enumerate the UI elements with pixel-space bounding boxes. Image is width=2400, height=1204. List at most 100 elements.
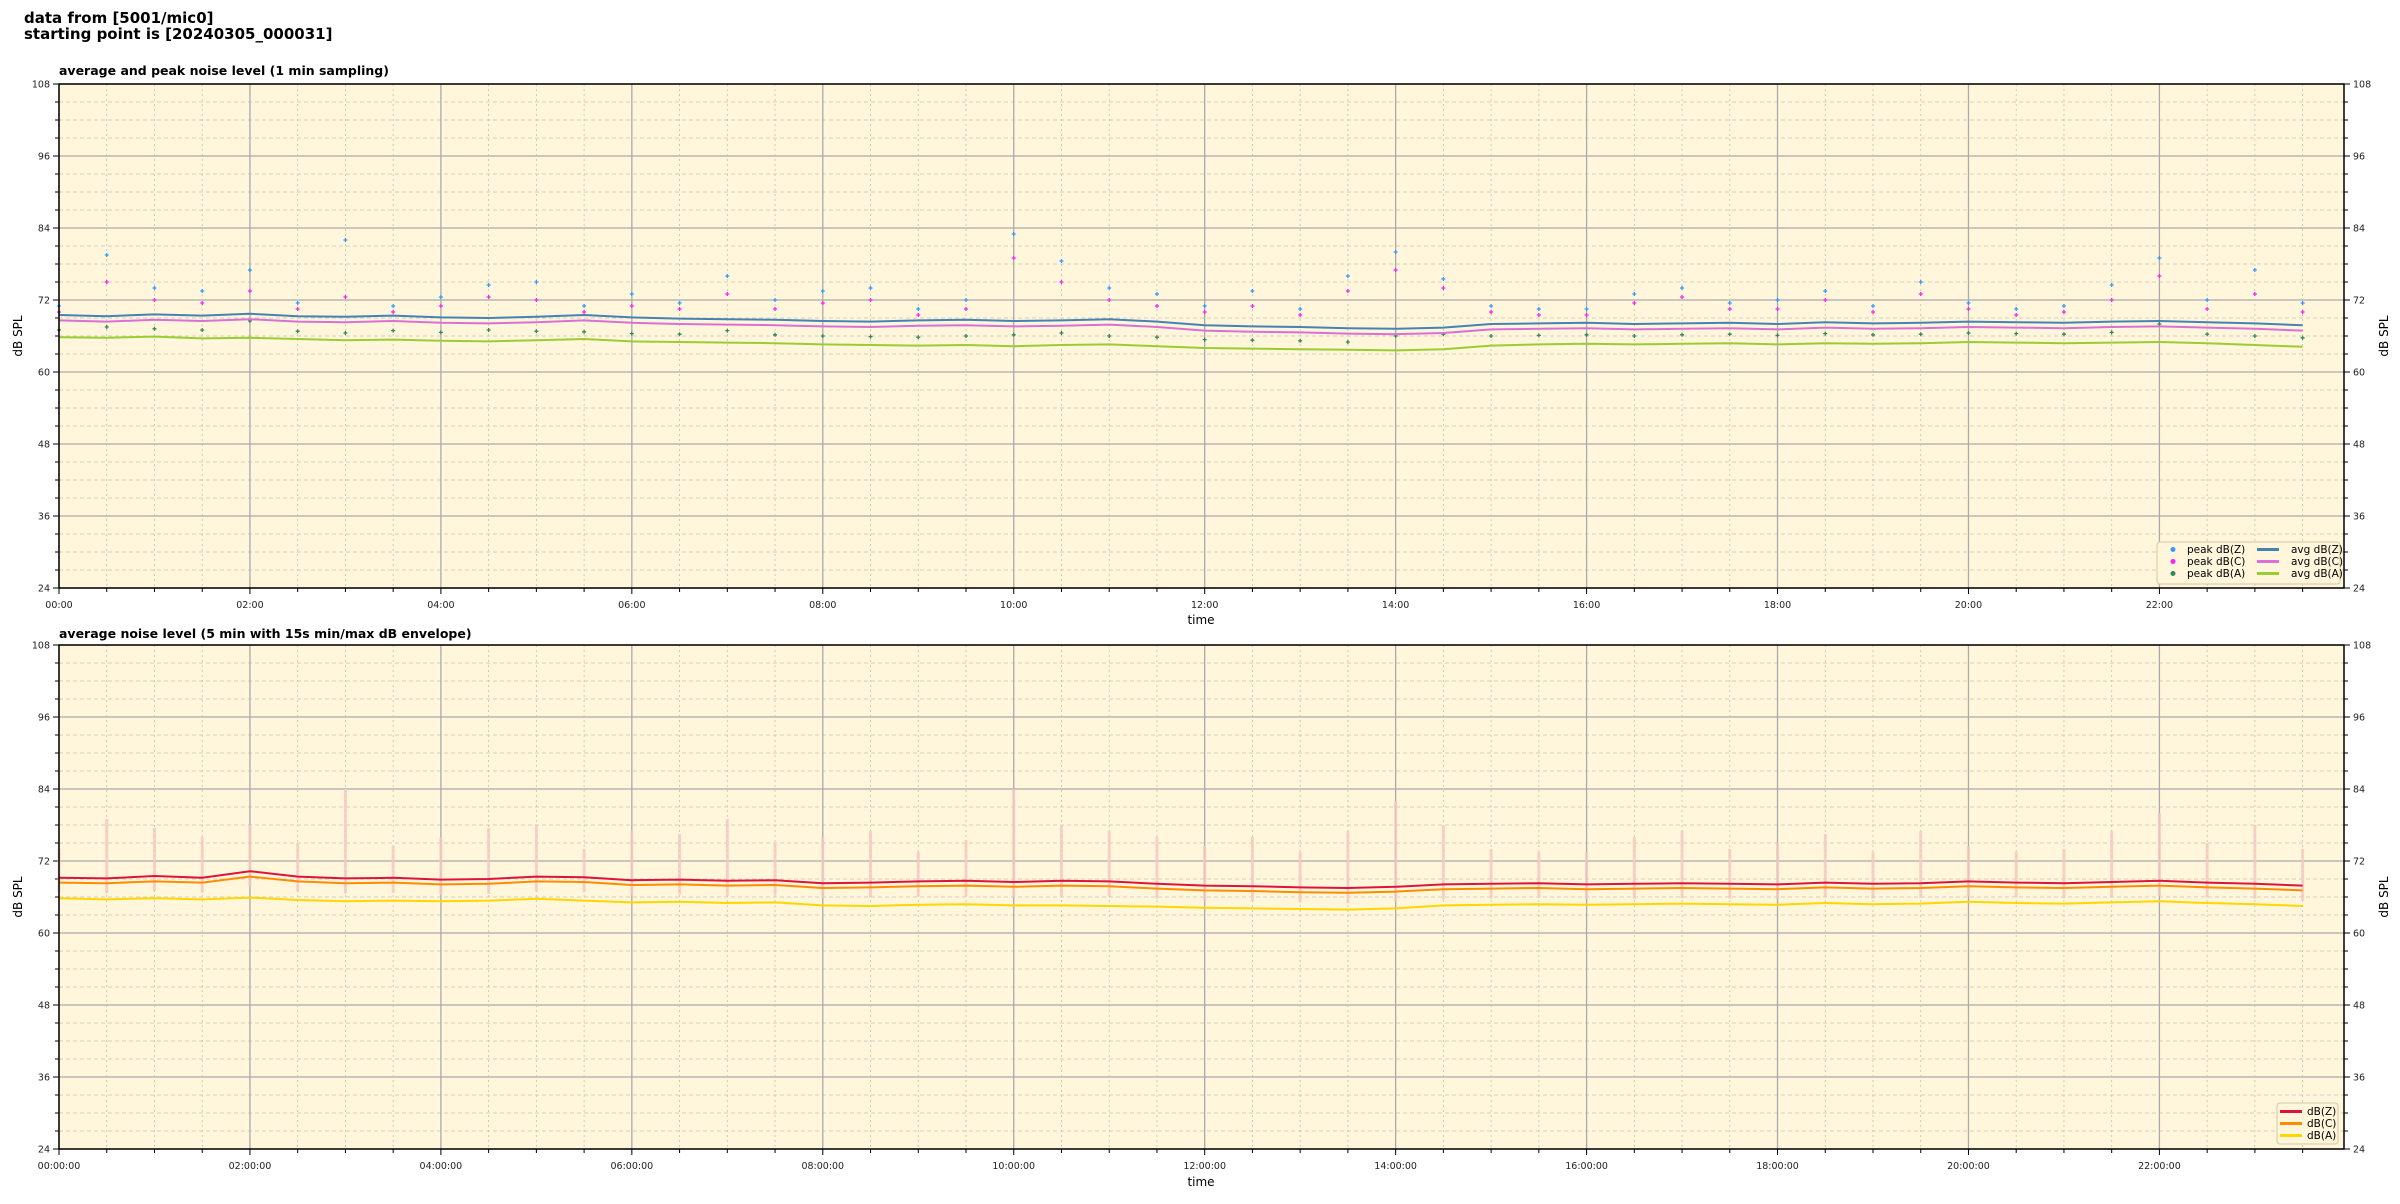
point-peak-db-c- xyxy=(1680,295,1685,299)
legend-marker-peak-db-c- xyxy=(2170,559,2176,564)
point-peak-db-z- xyxy=(2157,256,2162,260)
envelope-bar xyxy=(1728,849,1732,899)
envelope-bar xyxy=(1919,831,1923,899)
y-tick-label-left: 84 xyxy=(38,224,50,235)
x-tick-label: 10:00:00 xyxy=(992,1161,1035,1172)
envelope-bar xyxy=(725,819,729,896)
envelope-bar xyxy=(296,843,300,892)
bottom-chart-title: average noise level (5 min with 15s min/… xyxy=(59,626,472,641)
point-peak-db-z- xyxy=(2014,307,2019,311)
legend-label-peak-db-a-: peak dB(A) xyxy=(2187,568,2245,580)
x-tick-label: 00:00:00 xyxy=(38,1161,81,1172)
point-peak-db-z- xyxy=(2300,301,2305,305)
point-peak-db-c- xyxy=(1202,310,1207,314)
legend-label-avg-db-c-: avg dB(C) xyxy=(2291,556,2343,568)
point-peak-db-z- xyxy=(2061,304,2066,308)
point-peak-db-c- xyxy=(1345,289,1350,293)
top-y-axis-label-left: dB SPL xyxy=(11,315,25,357)
point-peak-db-a- xyxy=(1584,332,1589,337)
point-peak-db-a- xyxy=(1107,334,1112,338)
point-peak-db-z- xyxy=(200,289,205,293)
line-avg-db-z- xyxy=(58,312,2303,330)
y-tick-label-left: 72 xyxy=(38,857,50,868)
point-peak-db-a- xyxy=(1345,340,1350,344)
legend: peak dB(Z)peak dB(C)peak dB(A)avg dB(Z)a… xyxy=(2156,541,2343,585)
top-y-axis-label-right: dB SPL xyxy=(2377,315,2391,357)
y-tick-label-left: 36 xyxy=(38,1073,50,1084)
point-peak-db-c- xyxy=(963,307,968,311)
point-peak-db-z- xyxy=(1727,301,1732,305)
point-peak-db-a- xyxy=(295,329,300,334)
point-peak-db-z- xyxy=(1107,286,1112,290)
x-tick-label: 22:00:00 xyxy=(2138,1161,2181,1172)
point-peak-db-a- xyxy=(1059,331,1064,335)
point-peak-db-z- xyxy=(2109,283,2114,287)
point-peak-db-c- xyxy=(916,313,921,317)
envelope-bar xyxy=(2301,849,2305,901)
point-peak-db-z- xyxy=(247,268,252,272)
point-peak-db-c- xyxy=(725,292,730,296)
envelope-bar xyxy=(630,831,634,896)
envelope-bar xyxy=(343,789,347,894)
legend-label-db-c-: dB(C) xyxy=(2307,1118,2336,1130)
point-peak-db-z- xyxy=(677,301,682,305)
envelope-bar xyxy=(1585,852,1589,900)
point-peak-db-c- xyxy=(104,280,109,284)
point-peak-db-z- xyxy=(104,253,109,257)
legend-marker-peak-db-z- xyxy=(2170,547,2176,552)
point-peak-db-c- xyxy=(2205,307,2210,311)
point-peak-db-c- xyxy=(391,310,396,314)
point-peak-db-c- xyxy=(2061,310,2066,314)
point-peak-db-a- xyxy=(1823,331,1828,336)
y-tick-label-right: 60 xyxy=(2353,368,2365,379)
point-peak-db-z- xyxy=(1918,280,1923,284)
top-chart-title: average and peak noise level (1 min samp… xyxy=(59,63,389,78)
point-peak-db-a- xyxy=(343,331,348,335)
point-peak-db-z- xyxy=(295,301,300,305)
envelope-bar xyxy=(200,837,204,893)
envelope-bar xyxy=(1823,834,1827,898)
envelope-bar xyxy=(821,837,825,899)
y-tick-label-right: 24 xyxy=(2353,1145,2365,1156)
point-peak-db-c- xyxy=(1011,256,1016,260)
point-peak-db-c- xyxy=(247,289,252,293)
point-peak-db-a- xyxy=(2157,322,2162,326)
envelope-bar xyxy=(248,825,252,887)
point-peak-db-a- xyxy=(1298,338,1303,343)
legend-box xyxy=(2276,1102,2339,1145)
x-tick-label: 18:00:00 xyxy=(1756,1161,1799,1172)
point-peak-db-z- xyxy=(1345,274,1350,278)
x-tick-label: 08:00 xyxy=(809,600,836,611)
point-peak-db-a- xyxy=(2252,334,2257,338)
point-peak-db-c- xyxy=(1393,268,1398,272)
point-peak-db-a- xyxy=(2109,330,2114,335)
point-peak-db-a- xyxy=(1966,331,1971,335)
envelope-bar xyxy=(1346,831,1350,903)
line-avg-db-a- xyxy=(58,335,2303,352)
y-tick-label-left: 84 xyxy=(38,785,50,796)
point-peak-db-a- xyxy=(486,328,491,332)
legend-label-db-z-: dB(Z) xyxy=(2307,1106,2336,1118)
point-peak-db-c- xyxy=(1727,307,1732,311)
point-peak-db-z- xyxy=(1250,289,1255,293)
envelope-bar xyxy=(1298,852,1302,903)
y-tick-label-left: 48 xyxy=(38,1001,50,1012)
plot-frame xyxy=(58,644,2345,1150)
point-peak-db-a- xyxy=(2014,331,2019,336)
envelope-bar xyxy=(152,828,156,891)
y-tick-label-right: 60 xyxy=(2353,929,2365,940)
envelope-bar xyxy=(2157,813,2161,896)
legend-label-avg-db-z-: avg dB(Z) xyxy=(2291,544,2343,556)
y-tick-label-right: 96 xyxy=(2353,152,2365,163)
x-tick-label: 00:00 xyxy=(45,600,72,611)
x-tick-label: 16:00 xyxy=(1573,600,1600,611)
y-tick-label-left: 24 xyxy=(38,584,50,595)
point-peak-db-c- xyxy=(1871,310,1875,314)
x-tick-label: 14:00:00 xyxy=(1374,1161,1417,1172)
point-peak-db-c- xyxy=(1107,298,1112,302)
point-peak-db-a- xyxy=(1489,334,1494,338)
point-peak-db-z- xyxy=(1154,292,1159,296)
envelope-bar xyxy=(1680,831,1684,899)
envelope-bar xyxy=(1537,852,1541,899)
point-peak-db-a- xyxy=(1918,332,1923,337)
